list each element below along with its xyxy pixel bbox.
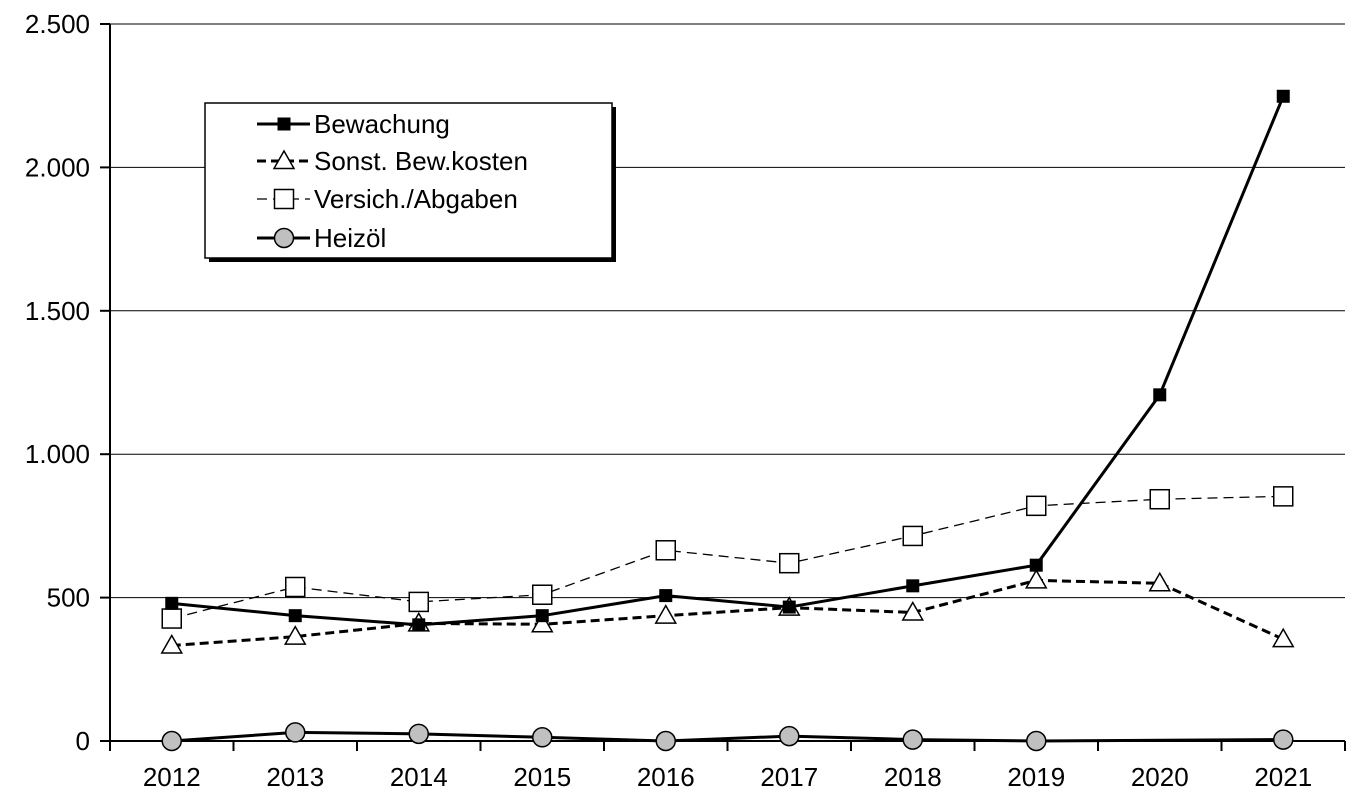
data-point — [659, 589, 673, 603]
y-tick-label: 500 — [47, 583, 90, 613]
data-point — [1026, 495, 1047, 517]
series-1 — [160, 568, 1295, 654]
series-2 — [161, 486, 1294, 629]
series-3 — [161, 722, 1294, 752]
data-point — [902, 729, 923, 750]
legend-label: Versich./Abgaben — [314, 184, 518, 214]
series-line — [171, 495, 1284, 620]
series-line — [171, 730, 1284, 743]
data-point — [412, 618, 426, 632]
legend-swatch-marker — [277, 117, 291, 131]
data-point — [1026, 730, 1047, 752]
data-point — [1153, 388, 1167, 402]
data-point — [1148, 571, 1172, 592]
x-tick-label: 2015 — [513, 762, 571, 792]
data-point — [906, 579, 920, 593]
data-point — [530, 612, 554, 633]
data-point — [408, 723, 429, 745]
x-tick-label: 2014 — [390, 762, 448, 792]
x-axis-ticks: 2012 2013 2014 2015 2016 2017 2018 2019 2020 2021 — [109, 741, 1346, 792]
legend-label: Sonst. Bew.kosten — [314, 146, 528, 176]
data-point — [655, 540, 676, 561]
legend-entry: Sonst. Bew.kosten — [257, 146, 528, 176]
data-point — [779, 725, 800, 747]
x-tick-label: 2012 — [143, 762, 201, 792]
y-tick-label: 2.000 — [25, 152, 90, 182]
data-point — [1029, 558, 1043, 572]
series-layer — [160, 89, 1295, 752]
y-tick-label: 1.500 — [25, 296, 90, 326]
legend-label: Heizöl — [314, 223, 386, 253]
series-0 — [165, 89, 1290, 632]
data-point — [654, 604, 678, 624]
legend-entry: Heizöl — [257, 223, 386, 253]
x-tick-label: 2020 — [1131, 762, 1189, 792]
legend: Bewachung Sonst. Bew.kosten Versich./Abgab… — [204, 102, 616, 262]
legend-swatch-marker — [272, 149, 296, 170]
data-point — [532, 584, 553, 605]
data-point — [161, 730, 182, 752]
data-point — [1273, 729, 1294, 750]
legend-box — [204, 102, 613, 259]
data-point — [408, 591, 429, 613]
data-point — [902, 525, 923, 547]
data-point — [1271, 627, 1295, 648]
x-tick-label: 2017 — [760, 762, 818, 792]
data-point — [901, 601, 925, 621]
data-point — [1276, 89, 1290, 103]
data-point — [1273, 486, 1294, 507]
data-point — [1149, 488, 1170, 510]
y-tick-label: 2.500 — [25, 9, 90, 39]
x-tick-label: 2013 — [266, 762, 324, 792]
data-point — [283, 625, 307, 645]
data-point — [532, 727, 553, 748]
data-point — [535, 609, 549, 623]
data-point — [1024, 568, 1048, 589]
data-point — [161, 608, 182, 629]
data-point — [165, 596, 179, 610]
legend-swatch-marker — [273, 188, 295, 210]
data-point — [285, 576, 306, 598]
x-tick-label: 2019 — [1007, 762, 1065, 792]
x-tick-label: 2021 — [1254, 762, 1312, 792]
x-tick-label: 2018 — [884, 762, 942, 792]
data-point — [160, 633, 184, 654]
series-line — [171, 95, 1285, 627]
legend-entry: Bewachung — [257, 109, 450, 139]
data-point — [782, 600, 796, 614]
y-tick-label: 0 — [76, 726, 90, 756]
x-tick-label: 2016 — [637, 762, 695, 792]
legend-label: Bewachung — [314, 109, 450, 139]
legend-entry: Versich./Abgaben — [257, 184, 518, 214]
legend-swatch-marker — [273, 227, 295, 249]
y-tick-label: 1.000 — [25, 439, 90, 469]
series-line — [171, 578, 1284, 647]
data-point — [779, 552, 800, 574]
data-point — [288, 609, 302, 623]
data-point — [285, 722, 306, 743]
y-axis-ticks: 0 500 1.000 1.500 2.000 2.500 — [25, 9, 110, 756]
data-point — [655, 730, 676, 752]
